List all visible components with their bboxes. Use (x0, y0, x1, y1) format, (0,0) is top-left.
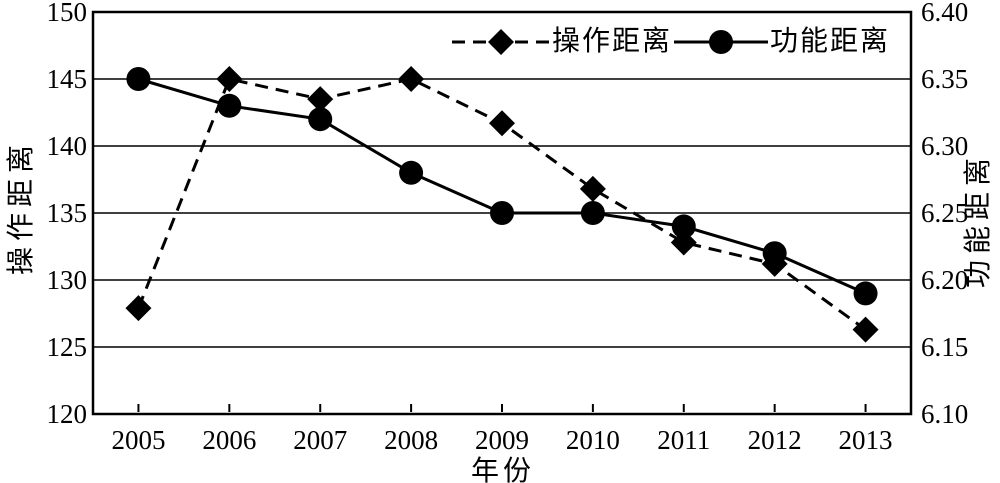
circle-marker (308, 107, 333, 132)
right-axis-title: 功能距离 (963, 151, 994, 289)
x-tick-label: 2011 (657, 425, 710, 455)
legend-label-operation-distance: 操作距离 (552, 26, 673, 57)
solid-line-circle-marker-icon (674, 30, 769, 54)
diamond-marker (307, 86, 334, 113)
diamond-marker (761, 250, 788, 277)
x-tick-label: 2012 (748, 425, 802, 455)
left-tick-label: 125 (47, 332, 88, 362)
left-tick-label: 120 (47, 399, 88, 429)
right-tick-label: 6.30 (921, 131, 968, 161)
diamond-marker (852, 316, 879, 343)
x-tick-label: 2007 (293, 425, 347, 455)
circle-marker (399, 160, 424, 185)
diamond-marker (489, 110, 515, 137)
x-tick-label: 2006 (202, 425, 256, 455)
circle-marker (671, 214, 696, 239)
circle-marker (853, 281, 878, 306)
right-tick-label: 6.25 (921, 198, 968, 228)
diamond-marker (125, 295, 152, 322)
right-tick-label: 6.35 (921, 64, 968, 94)
diamond-marker (216, 66, 243, 92)
plot-frame (91, 10, 913, 416)
x-tick-label: 2008 (384, 425, 438, 455)
circle-marker (490, 201, 514, 225)
right-tick-label: 6.15 (921, 332, 968, 362)
circle-marker (126, 67, 151, 91)
x-tick-label: 2009 (475, 425, 529, 455)
x-axis-title: 年份 (470, 456, 536, 483)
legend: 操作距离 功能距离 (450, 25, 890, 59)
x-tick-label: 2013 (839, 425, 893, 455)
circle-marker (217, 93, 242, 118)
dashed-line-diamond-marker-icon (452, 29, 550, 55)
left-tick-label: 130 (47, 265, 88, 295)
legend-item-operation-distance: 操作距离 (450, 25, 672, 59)
right-tick-label: 6.20 (921, 265, 968, 295)
x-tick-label: 2010 (566, 425, 620, 455)
left-axis-title: 操作距离 (6, 138, 37, 276)
right-tick-label: 6.40 (921, 0, 968, 27)
diamond-marker (670, 229, 697, 256)
right-tick-label: 6.10 (921, 399, 968, 429)
left-tick-label: 135 (47, 198, 88, 228)
circle-marker (580, 201, 605, 225)
left-tick-label: 150 (47, 0, 88, 27)
diamond-marker (579, 175, 606, 202)
left-tick-label: 145 (47, 64, 88, 94)
legend-label-function-distance: 功能距离 (770, 26, 891, 57)
left-tick-label: 140 (47, 131, 88, 161)
x-tick-label: 2005 (111, 425, 165, 455)
diamond-marker (398, 66, 425, 92)
legend-item-function-distance: 功能距离 (672, 25, 890, 59)
